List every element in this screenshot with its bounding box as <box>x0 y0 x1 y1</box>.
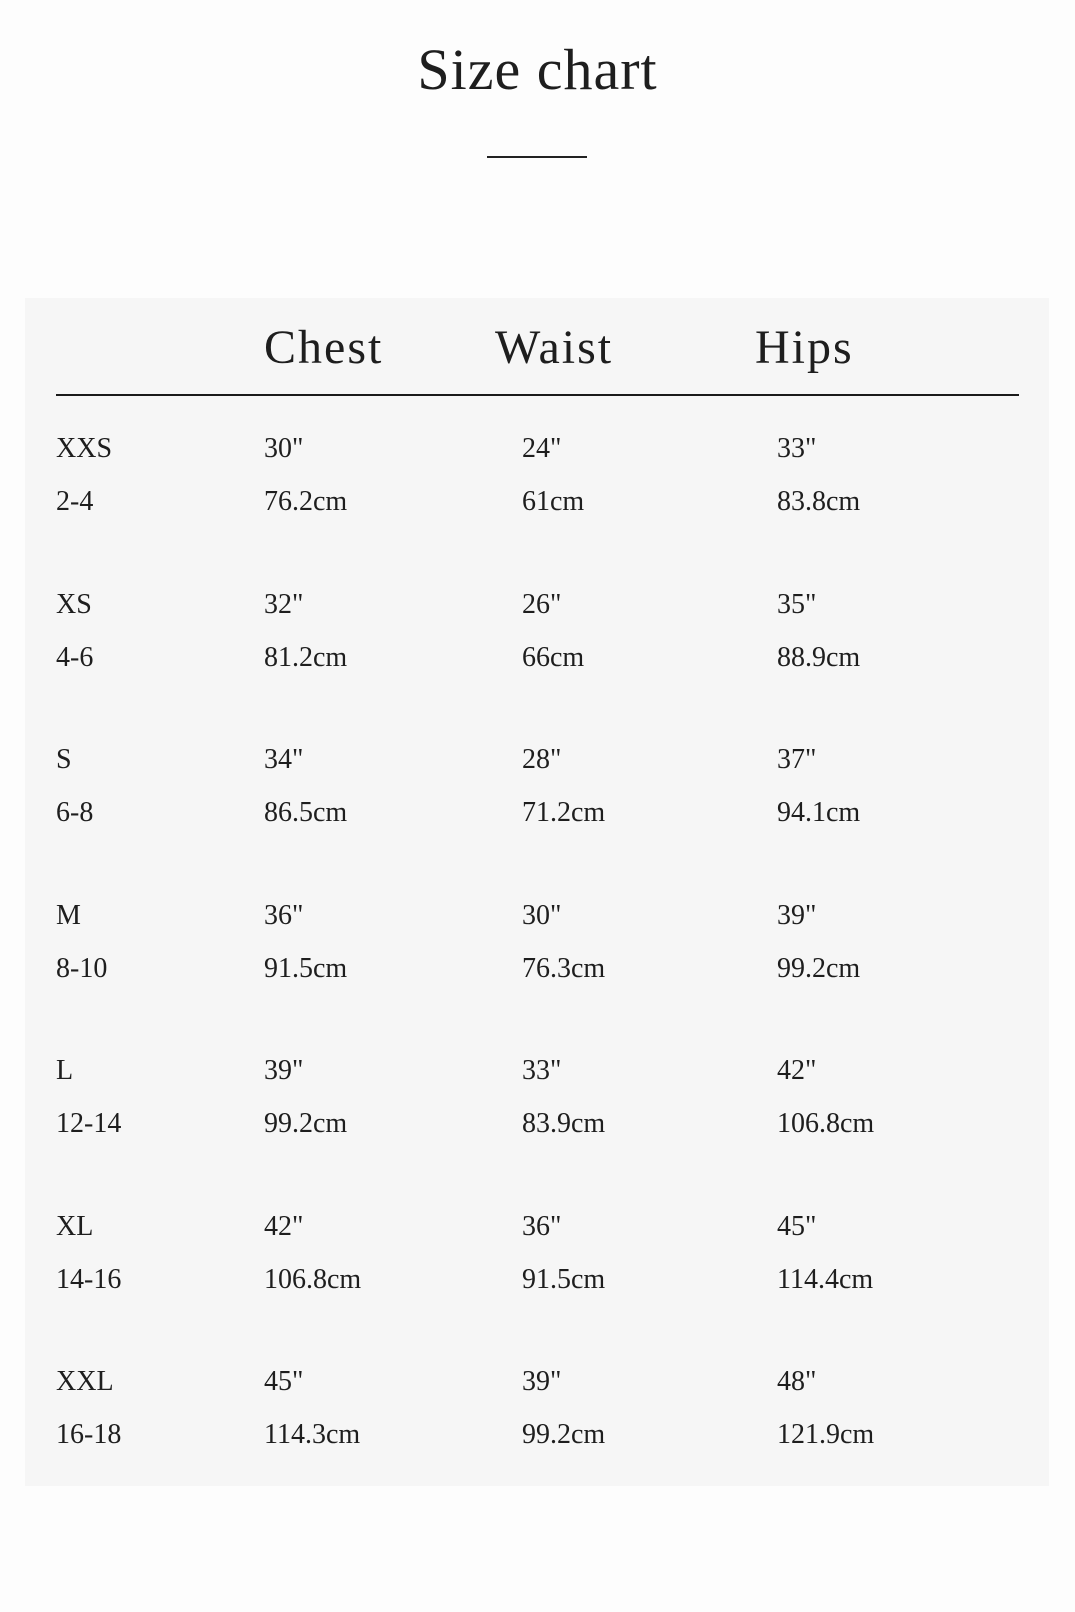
cell-hips-cm: 94.1cm <box>777 797 861 828</box>
cell-waist-cm: 76.3cm <box>522 952 606 984</box>
cell-waist-in: 36" <box>522 1210 562 1242</box>
cell-size: S <box>56 744 72 775</box>
cell-hips-cm: 88.9cm <box>777 641 861 673</box>
cell-hips-cm: 106.8cm <box>777 1108 875 1139</box>
cell-us: 4-6 <box>56 641 94 673</box>
cell-chest-cm: 106.8cm <box>264 1263 362 1295</box>
cell-hips-in: 39" <box>777 899 817 931</box>
cell-us: 8-10 <box>56 952 108 984</box>
cell-waist-cm: 66cm <box>522 641 585 673</box>
cell-chest-cm: 81.2cm <box>264 641 348 673</box>
table-row: XL 14-16 42" 106.8cm 36" 91.5cm 45" 114.4cm <box>25 1210 1049 1333</box>
size-table: Chest Waist Hips XXS 2-4 30" 76.2cm 24" 61cm 3… <box>25 298 1049 1486</box>
cell-waist-in: 24" <box>522 433 562 464</box>
cell-waist-in: 30" <box>522 899 562 931</box>
table-row: XXS 2-4 30" 76.2cm 24" 61cm 33" 83.8cm <box>25 435 1049 555</box>
cell-chest-cm: 86.5cm <box>264 797 348 828</box>
cell-size: XXS <box>56 433 113 464</box>
cell-hips-cm: 121.9cm <box>777 1419 875 1450</box>
cell-chest-in: 36" <box>264 899 304 931</box>
cell-chest-in: 30" <box>264 433 304 464</box>
cell-hips-in: 37" <box>777 744 817 775</box>
header-waist: Waist <box>495 321 614 374</box>
cell-hips-in: 45" <box>777 1210 817 1242</box>
cell-waist-cm: 99.2cm <box>522 1419 606 1450</box>
cell-us: 6-8 <box>56 797 94 828</box>
table-row: S 6-8 34" 86.5cm 28" 71.2cm 37" 94.1cm <box>25 746 1049 866</box>
cell-hips-in: 48" <box>777 1366 817 1397</box>
header-hips: Hips <box>755 321 854 374</box>
cell-size: XL <box>56 1210 94 1242</box>
cell-hips-cm: 83.8cm <box>777 486 861 517</box>
cell-chest-in: 32" <box>264 588 304 620</box>
cell-size: XXL <box>56 1366 114 1397</box>
cell-hips-in: 42" <box>777 1055 817 1086</box>
cell-waist-in: 28" <box>522 744 562 775</box>
cell-waist-cm: 61cm <box>522 486 585 517</box>
cell-hips-in: 35" <box>777 588 817 620</box>
cell-us: 14-16 <box>56 1263 122 1295</box>
cell-hips-in: 33" <box>777 433 817 464</box>
cell-waist-in: 33" <box>522 1055 562 1086</box>
cell-chest-in: 34" <box>264 744 304 775</box>
table-row: XXL 16-18 45" 114.3cm 39" 99.2cm 48" 121.9cm <box>25 1368 1049 1488</box>
cell-chest-cm: 99.2cm <box>264 1108 348 1139</box>
cell-waist-cm: 71.2cm <box>522 797 606 828</box>
title-divider <box>487 156 587 158</box>
cell-chest-in: 45" <box>264 1366 304 1397</box>
page-title: Size chart <box>417 37 658 102</box>
header-chest: Chest <box>264 321 384 374</box>
cell-chest-cm: 91.5cm <box>264 952 348 984</box>
cell-us: 16-18 <box>56 1419 122 1450</box>
cell-waist-cm: 83.9cm <box>522 1108 606 1139</box>
cell-hips-cm: 99.2cm <box>777 952 861 984</box>
cell-us: 2-4 <box>56 486 94 517</box>
cell-waist-in: 26" <box>522 588 562 620</box>
cell-chest-in: 39" <box>264 1055 304 1086</box>
header-divider <box>56 394 1019 396</box>
cell-waist-in: 39" <box>522 1366 562 1397</box>
cell-chest-cm: 76.2cm <box>264 486 348 517</box>
table-row: XS 4-6 32" 81.2cm 26" 66cm 35" 88.9cm <box>25 588 1049 711</box>
cell-size: L <box>56 1055 74 1086</box>
cell-hips-cm: 114.4cm <box>777 1263 874 1295</box>
cell-size: XS <box>56 588 92 620</box>
cell-chest-in: 42" <box>264 1210 304 1242</box>
cell-waist-cm: 91.5cm <box>522 1263 606 1295</box>
table-row: M 8-10 36" 91.5cm 30" 76.3cm 39" 99.2cm <box>25 899 1049 1022</box>
cell-us: 12-14 <box>56 1108 122 1139</box>
cell-size: M <box>56 899 81 931</box>
table-row: L 12-14 39" 99.2cm 33" 83.9cm 42" 106.8cm <box>25 1057 1049 1177</box>
cell-chest-cm: 114.3cm <box>264 1419 361 1450</box>
